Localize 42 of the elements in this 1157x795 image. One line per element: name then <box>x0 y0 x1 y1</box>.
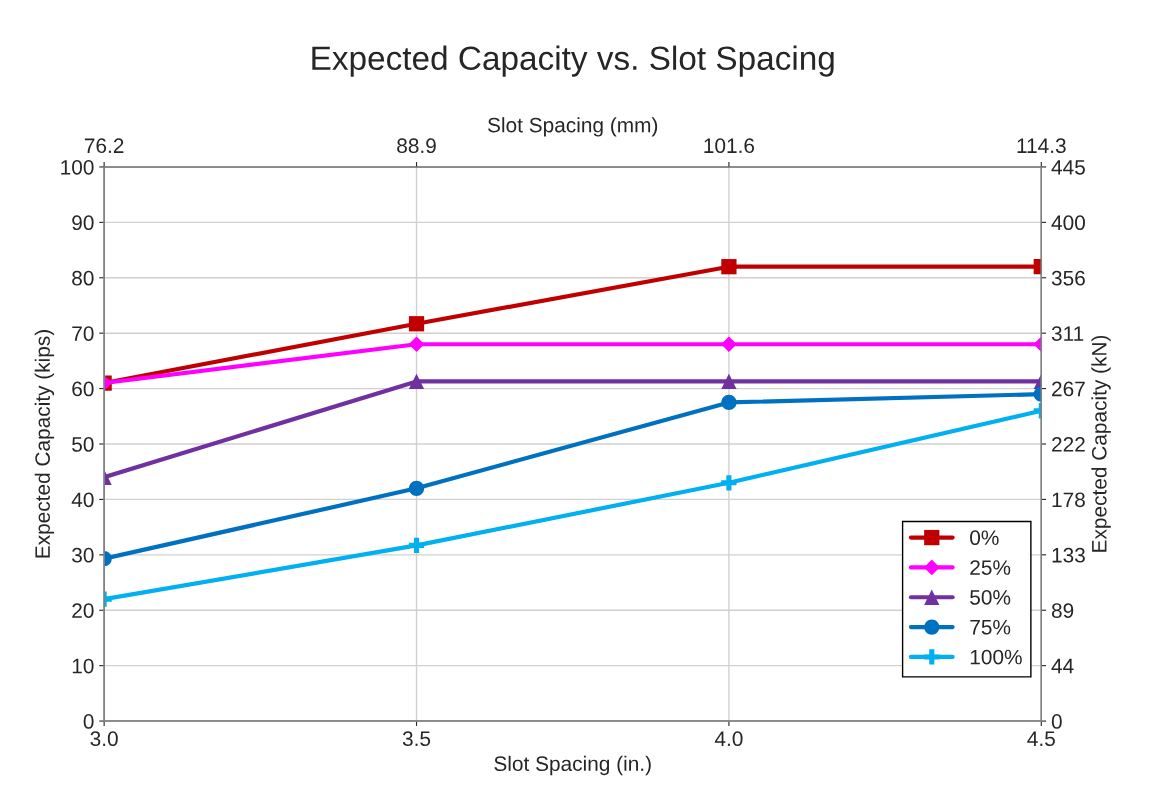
y-tick-label: 20 <box>72 603 94 618</box>
x2-tick-label: 88.9 <box>397 138 436 154</box>
y2-tick-label: 356 <box>1051 270 1085 286</box>
legend-label: 75% <box>970 619 1011 635</box>
y-tick-label: 90 <box>72 215 94 231</box>
legend-label: 50% <box>970 590 1011 605</box>
y2-tick-label: 133 <box>1052 547 1085 563</box>
y-tick-label: 70 <box>72 326 94 341</box>
y2-tick-label: 0 <box>1051 714 1062 729</box>
y2-tick-label: 178 <box>1052 492 1085 508</box>
legend-label: 25% <box>970 560 1011 575</box>
x-tick-label: 4.0 <box>714 731 743 747</box>
y-tick-label: 10 <box>72 658 94 674</box>
legend-label: 100% <box>970 649 1022 665</box>
x2-tick-label: 76.2 <box>84 138 124 154</box>
y2-tick-label: 400 <box>1051 215 1085 231</box>
y-tick-label: 60 <box>72 381 94 397</box>
y-tick-label: 50 <box>72 437 94 452</box>
y-tick-label: 100 <box>61 159 94 175</box>
y2-tick-label: 222 <box>1052 437 1085 452</box>
y2-tick-label: 267 <box>1052 381 1085 397</box>
y2-tick-label: 89 <box>1051 603 1074 618</box>
x-tick-label: 3.5 <box>402 731 431 747</box>
y2-tick-label: 311 <box>1051 326 1084 341</box>
legend-label: 0% <box>970 530 999 546</box>
x2-tick-label: 114.3 <box>1017 138 1066 154</box>
x-tick-label: 3.0 <box>90 731 118 747</box>
point <box>408 336 425 353</box>
point <box>721 336 737 353</box>
x2-tick-label: 101.6 <box>704 138 755 154</box>
x-axis-title: Slot Spacing (in.) <box>494 755 651 776</box>
y-tick-label: 80 <box>72 270 94 286</box>
y-tick-label: 40 <box>71 492 94 508</box>
y2-tick-label: 445 <box>1051 160 1085 175</box>
chart-title: Expected Capacity vs. Slot Spacing <box>312 45 834 77</box>
x2-axis-title: Slot Spacing (mm) <box>487 117 658 137</box>
y2-tick-label: 44 <box>1051 658 1074 674</box>
y-tick-label: 0 <box>83 714 94 729</box>
y-axis-title: Expected Capacity (kips) <box>34 330 55 558</box>
y-tick-label: 30 <box>72 547 94 563</box>
x-tick-label: 4.5 <box>1027 731 1055 747</box>
y2-axis-title: Expected Capacity (kN) <box>1091 335 1111 552</box>
